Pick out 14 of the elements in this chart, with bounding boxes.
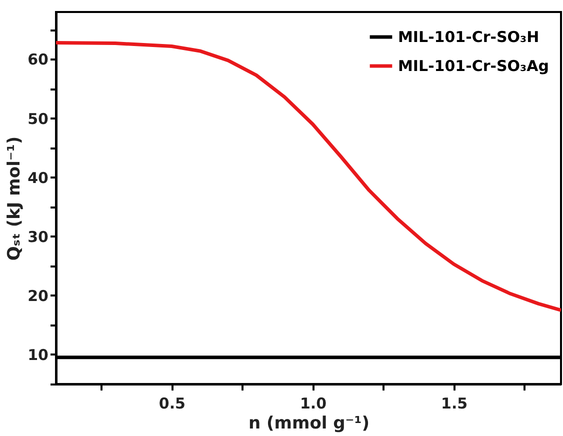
y-tick-label: 30 <box>28 228 48 246</box>
y-tick-label: 60 <box>28 50 48 69</box>
x-tick-label: 1.0 <box>300 394 327 412</box>
y-tick-label: 50 <box>28 110 48 128</box>
x-tick-label: 0.5 <box>158 394 186 412</box>
y-tick-label: 20 <box>28 286 48 305</box>
legend-label: MIL-101-Cr-SO₃Ag <box>398 57 549 75</box>
y-tick-label: 40 <box>28 168 48 187</box>
x-axis-title: n (mmol g⁻¹) <box>248 414 370 434</box>
legend-label: MIL-101-Cr-SO₃H <box>398 28 540 46</box>
x-tick-label: 1.5 <box>441 394 468 412</box>
y-axis-title: Qₛₜ (kJ mol⁻¹) <box>4 136 25 261</box>
y-tick-label: 10 <box>28 346 48 364</box>
line-series <box>56 40 561 312</box>
